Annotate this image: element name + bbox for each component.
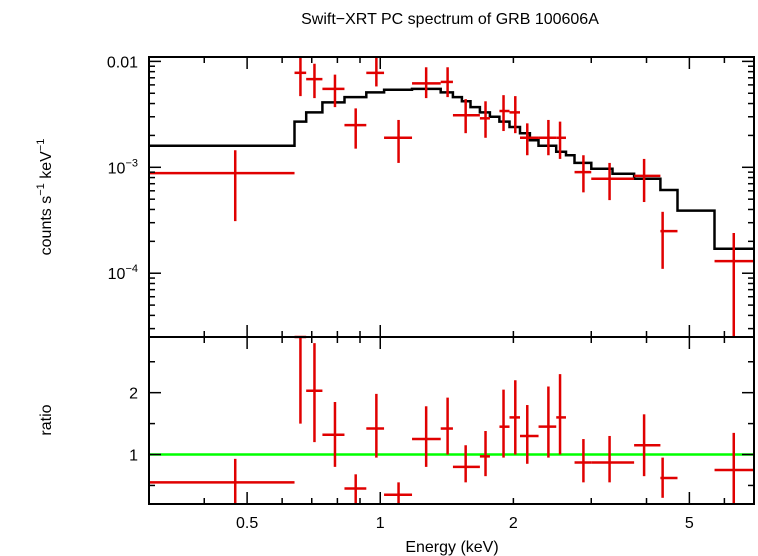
tick-label-exponent: −4 <box>125 263 138 275</box>
spectrum-point-14 <box>538 119 557 156</box>
ratio-point-9 <box>452 445 480 483</box>
spectrum-point-12 <box>509 96 520 134</box>
spectrum-point-7 <box>412 67 441 99</box>
ratio-point-18 <box>634 414 661 477</box>
ratio-plot-frame <box>148 336 755 505</box>
ratio-point-0 <box>149 458 295 504</box>
ratio-point-15 <box>556 374 566 455</box>
x-tick-label: 5 <box>685 515 694 532</box>
ylabel-part-kev: keV <box>38 151 55 183</box>
ratio-point-1 <box>294 335 307 424</box>
tick-label-base: 10 <box>108 160 126 177</box>
model-step-path <box>149 87 754 251</box>
tick-label-base: 0.01 <box>107 54 138 71</box>
ylabel-part-counts: counts s <box>38 196 55 256</box>
ratio-panel: 12 0.5 1 2 5 <box>129 335 755 532</box>
spectrum-point-11 <box>499 95 510 132</box>
ratio-y-axis-label: ratio <box>38 404 55 435</box>
ratio-point-8 <box>440 397 453 455</box>
spectrum-point-5 <box>366 57 385 87</box>
spectrum-ticks <box>148 57 755 337</box>
ratio-point-19 <box>660 457 678 498</box>
ratio-point-4 <box>344 474 367 504</box>
ratio-point-17 <box>591 435 635 483</box>
ratio-point-10 <box>479 431 490 477</box>
spectrum-point-18 <box>634 158 661 203</box>
x-tick-label: 1 <box>376 515 385 532</box>
spectrum-point-15 <box>556 121 566 159</box>
ratio-point-11 <box>499 389 510 458</box>
spectrum-point-10 <box>479 101 490 138</box>
spectrum-point-1 <box>294 57 307 97</box>
spectrum-point-13 <box>519 123 539 156</box>
spectrum-point-0 <box>149 150 295 222</box>
spectrum-point-8 <box>440 67 453 98</box>
ratio-point-20 <box>714 432 754 504</box>
energy-x-axis-label: Energy (keV) <box>405 539 498 556</box>
spectrum-point-2 <box>306 63 323 99</box>
spectrum-point-6 <box>384 119 413 163</box>
spectrum-point-20 <box>714 232 754 337</box>
ratio-y-tick-labels: 12 <box>129 386 138 465</box>
ratio-ticks <box>148 337 755 504</box>
tick-label-base: 10 <box>108 266 126 283</box>
ratio-point-14 <box>538 386 557 458</box>
spectrum-plot-frame <box>148 56 755 338</box>
chart-title: Swift−XRT PC spectrum of GRB 100606A <box>301 11 599 28</box>
ratio-point-13 <box>519 405 539 464</box>
spectrum-point-3 <box>322 74 345 108</box>
spectrum-point-16 <box>574 155 592 193</box>
spectrum-y-axis-label: counts s−1 keV−1 <box>35 139 55 256</box>
spectrum-point-4 <box>344 108 367 149</box>
x-tick-label: 0.5 <box>236 515 258 532</box>
ratio-y-tick-label: 2 <box>129 386 138 403</box>
spectrum-y-tick-label: 10−3 <box>108 157 138 177</box>
energy-x-tick-labels: 0.5 1 2 5 <box>236 515 694 532</box>
ylabel-part-exp1: −1 <box>35 183 47 196</box>
ratio-point-7 <box>412 406 441 467</box>
spectrum-y-tick-label: 0.01 <box>107 54 138 71</box>
spectrum-data-points <box>149 57 754 337</box>
ratio-point-2 <box>306 343 323 443</box>
ratio-point-3 <box>322 401 345 467</box>
spectrum-point-9 <box>452 99 480 134</box>
ratio-point-6 <box>384 482 413 504</box>
tick-label-exponent: −3 <box>125 157 138 169</box>
ratio-point-12 <box>509 380 520 455</box>
ratio-y-tick-label: 1 <box>129 448 138 465</box>
spectrum-point-19 <box>660 211 678 269</box>
x-tick-label: 2 <box>509 515 518 532</box>
spectrum-y-tick-label: 10−4 <box>108 263 138 283</box>
model-step-line <box>149 87 754 251</box>
ratio-point-5 <box>366 393 385 458</box>
ratio-data-points <box>149 335 754 504</box>
ylabel-part-exp2: −1 <box>35 139 47 152</box>
spectrum-point-17 <box>591 162 635 201</box>
ratio-point-16 <box>574 439 592 483</box>
